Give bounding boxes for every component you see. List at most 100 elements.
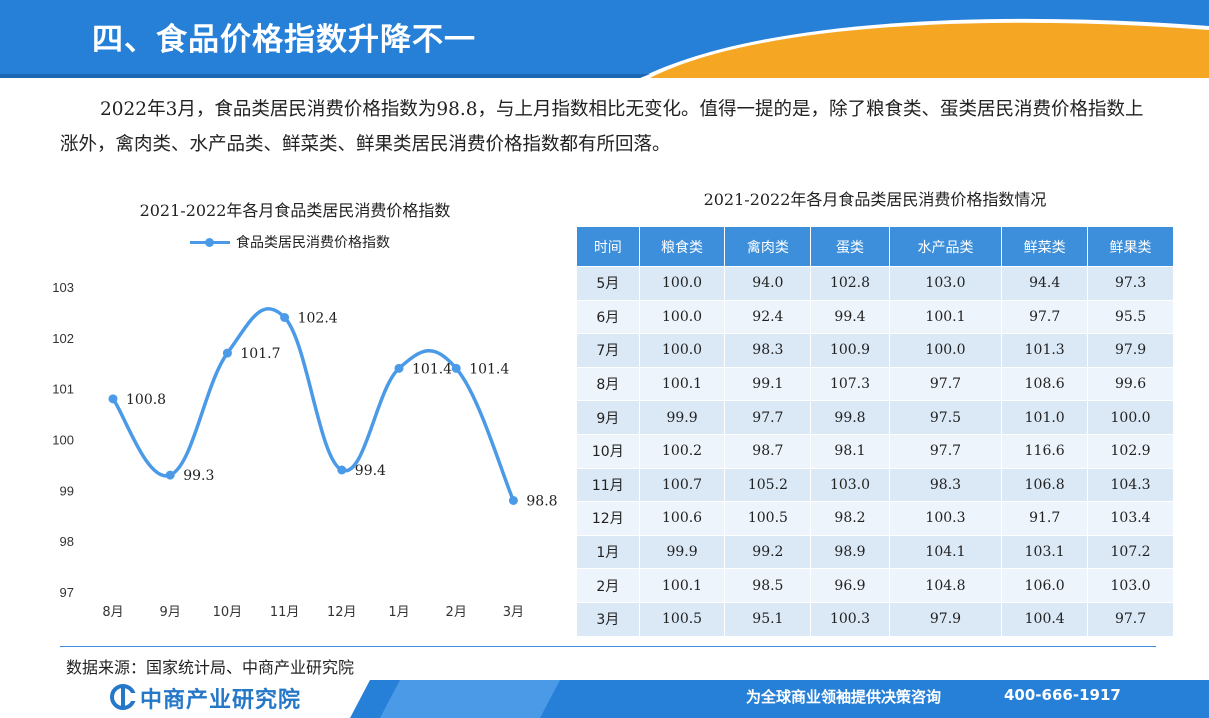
data-point — [280, 313, 290, 322]
data-point — [508, 496, 518, 505]
data-label: 102.4 — [298, 311, 338, 327]
table-cell: 99.2 — [724, 534, 812, 570]
table-cell: 98.2 — [810, 501, 890, 536]
table-cell: 98.5 — [724, 568, 812, 603]
table-cell: 97.7 — [1087, 601, 1174, 637]
logo-text: 中商产业研究院 — [140, 688, 302, 713]
table-cell: 94.4 — [1001, 266, 1089, 301]
logo-icon — [110, 684, 136, 710]
table-cell: 101.3 — [1001, 333, 1089, 368]
data-point — [222, 348, 232, 358]
table-row-label: 11月 — [576, 467, 640, 503]
table-cell: 116.6 — [1001, 433, 1089, 469]
table-cell: 99.6 — [1087, 366, 1174, 402]
table-cell: 100.1 — [888, 299, 1003, 335]
table-header-cell: 粮食类 — [638, 226, 726, 267]
table-cell: 97.7 — [888, 366, 1003, 402]
table-row: 7月 100.0 98.3 100.9 100.0 101.3 97.9 — [576, 333, 1174, 368]
legend-line-icon — [190, 235, 230, 249]
price-index-table: 时间 粮食类 禽肉类 蛋类 水产品类 鲜菜类 鲜果类 5月 100.0 94.0 10… — [576, 226, 1174, 637]
table-cell: 106.8 — [1001, 467, 1089, 503]
table-cell: 104.1 — [888, 534, 1003, 570]
table-cell: 100.0 — [1087, 400, 1174, 435]
table-row-label: 9月 — [576, 400, 640, 435]
x-tick-label: 8月 — [102, 605, 123, 620]
data-label: 100.8 — [126, 392, 166, 408]
table-row: 1月 99.9 99.2 98.9 104.1 103.1 107.2 — [576, 534, 1174, 570]
x-tick-label: 3月 — [503, 605, 524, 620]
table-header-cell: 鲜菜类 — [1001, 226, 1089, 267]
table-cell: 106.0 — [1001, 568, 1089, 603]
table-row: 9月 99.9 97.7 99.8 97.5 101.0 100.0 — [576, 400, 1174, 435]
table-cell: 99.9 — [638, 400, 726, 435]
table-cell: 99.9 — [638, 534, 726, 570]
data-point — [394, 363, 404, 373]
table-cell: 104.3 — [1087, 467, 1174, 503]
table-cell: 100.0 — [638, 299, 726, 335]
table-row-label: 7月 — [576, 333, 640, 368]
intro-paragraph: 2022年3月，食品类居民消费价格指数为98.8，与上月指数相比无变化。值得一提… — [60, 99, 1144, 155]
table-row-label: 1月 — [576, 534, 640, 570]
table-row-label: 8月 — [576, 366, 640, 402]
table-row: 12月 100.6 100.5 98.2 100.3 91.7 103.4 — [576, 501, 1174, 536]
y-tick-label: 101 — [52, 382, 74, 397]
table-cell: 105.2 — [724, 467, 812, 503]
table-cell: 97.7 — [888, 433, 1003, 469]
y-tick-label: 97 — [60, 585, 74, 600]
table-cell: 98.9 — [810, 534, 890, 570]
table-cell: 100.3 — [810, 601, 890, 637]
table-row: 6月 100.0 92.4 99.4 100.1 97.7 95.5 — [576, 299, 1174, 335]
table-row-label: 6月 — [576, 299, 640, 335]
table-cell: 97.7 — [1001, 299, 1089, 335]
table-cell: 94.0 — [724, 266, 812, 301]
table-cell: 95.5 — [1087, 299, 1174, 335]
x-tick-label: 9月 — [160, 605, 181, 620]
table-cell: 103.4 — [1087, 501, 1174, 536]
table-cell: 104.8 — [888, 568, 1003, 603]
table-row: 10月 100.2 98.7 98.1 97.7 116.6 102.9 — [576, 433, 1174, 469]
y-tick-label: 102 — [52, 331, 74, 346]
table-cell: 92.4 — [724, 299, 812, 335]
table-row-label: 10月 — [576, 433, 640, 469]
table-cell: 102.9 — [1087, 433, 1174, 469]
table-cell: 96.9 — [810, 568, 890, 603]
data-point — [337, 465, 347, 475]
y-tick-label: 103 — [52, 280, 74, 295]
table-row: 8月 100.1 99.1 107.3 97.7 108.6 99.6 — [576, 366, 1174, 402]
table-cell: 100.5 — [724, 501, 812, 536]
table-cell: 97.3 — [1087, 266, 1174, 301]
data-point — [165, 470, 175, 480]
table-cell: 100.0 — [888, 333, 1003, 368]
table-cell: 100.2 — [638, 433, 726, 469]
table-header-cell: 水产品类 — [888, 226, 1003, 267]
data-source: 数据来源：国家统计局、中商产业研究院 — [66, 658, 355, 677]
table-cell: 100.7 — [638, 467, 726, 503]
table-cell: 100.1 — [638, 568, 726, 603]
table-cell: 102.8 — [810, 266, 890, 301]
table-cell: 98.3 — [724, 333, 812, 368]
line-chart: 97 98 99 100 101 102 103 8月 9月 10月 11月 12月 1月 2月 3月 100… — [52, 280, 557, 620]
table-cell: 99.8 — [810, 400, 890, 435]
divider — [60, 646, 1156, 647]
table-cell: 100.1 — [638, 366, 726, 402]
x-tick-label: 1月 — [388, 605, 409, 620]
table-cell: 99.1 — [724, 366, 812, 402]
data-label: 101.4 — [469, 361, 509, 377]
table-cell: 91.7 — [1001, 501, 1089, 536]
table-cell: 100.6 — [638, 501, 726, 536]
y-tick-label: 100 — [52, 433, 74, 448]
data-label: 101.7 — [240, 346, 280, 362]
table-cell: 107.3 — [810, 366, 890, 402]
table-title: 2021-2022年各月食品类居民消费价格指数情况 — [703, 190, 1047, 209]
table-cell: 100.5 — [638, 601, 726, 637]
x-tick-label: 2月 — [446, 605, 467, 620]
table-cell: 95.1 — [724, 601, 812, 637]
table-cell: 98.3 — [888, 467, 1003, 503]
table-cell: 97.7 — [724, 400, 812, 435]
table-cell: 97.9 — [888, 601, 1003, 637]
table-row: 2月 100.1 98.5 96.9 104.8 106.0 103.0 — [576, 568, 1174, 603]
table-cell: 108.6 — [1001, 366, 1089, 402]
table-row-label: 2月 — [576, 568, 640, 603]
table-row: 3月 100.5 95.1 100.3 97.9 100.4 97.7 — [576, 601, 1174, 637]
table-cell: 98.1 — [810, 433, 890, 469]
